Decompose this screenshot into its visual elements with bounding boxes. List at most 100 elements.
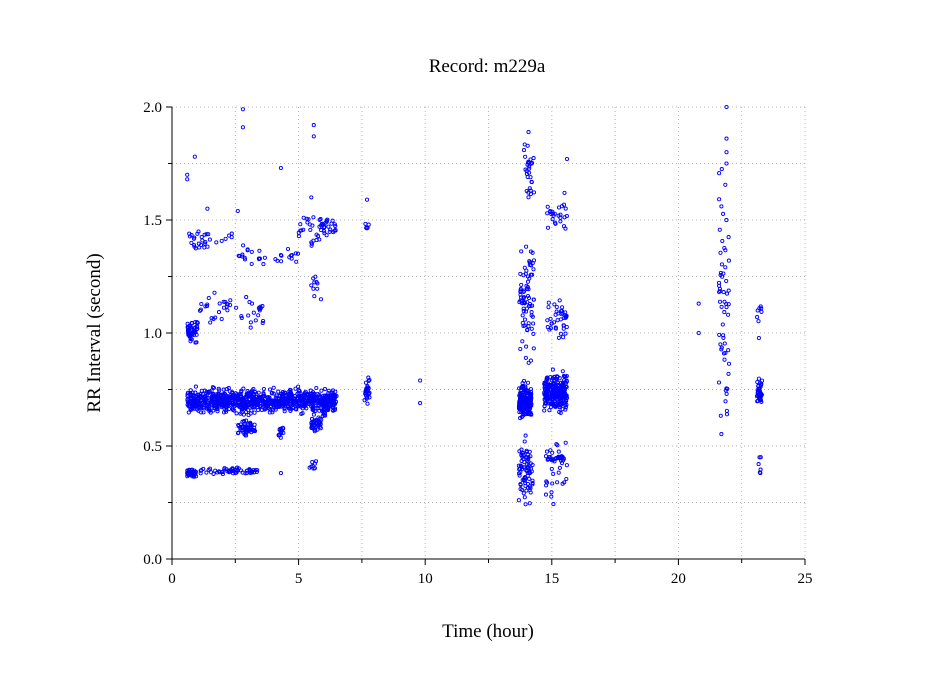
data-point — [559, 461, 565, 466]
data-point — [542, 390, 547, 395]
data-point — [261, 391, 266, 396]
data-point — [363, 391, 368, 396]
data-point — [195, 320, 200, 325]
data-point — [529, 326, 534, 331]
data-point — [758, 394, 763, 399]
data-point — [759, 378, 765, 383]
data-point — [726, 258, 731, 263]
data-point — [527, 166, 532, 171]
data-point — [418, 401, 423, 406]
data-point — [316, 233, 321, 239]
x-tick-label: 5 — [295, 571, 303, 587]
data-point — [530, 160, 535, 166]
data-point — [520, 450, 526, 455]
data-point — [321, 406, 327, 411]
data-point — [526, 463, 531, 468]
data-point — [564, 324, 569, 330]
data-point — [310, 396, 315, 401]
data-point — [193, 246, 198, 251]
data-point — [230, 466, 235, 471]
data-point — [696, 301, 701, 306]
data-point — [521, 384, 526, 389]
data-point — [194, 403, 200, 408]
data-point — [548, 448, 553, 453]
data-point — [202, 245, 207, 250]
data-point — [724, 136, 729, 141]
data-point — [720, 274, 725, 279]
data-point — [525, 293, 531, 299]
data-point — [193, 325, 198, 330]
data-point — [251, 386, 256, 392]
data-point — [261, 262, 266, 267]
data-point — [523, 502, 528, 507]
data-point — [516, 498, 521, 503]
data-point — [208, 320, 213, 325]
data-point — [556, 449, 561, 454]
data-point — [526, 465, 531, 470]
data-point — [205, 244, 210, 249]
data-point — [324, 218, 329, 223]
data-point — [188, 392, 193, 397]
data-point — [204, 304, 210, 309]
data-point — [520, 298, 525, 303]
data-point — [234, 397, 239, 402]
data-point — [204, 470, 209, 475]
data-point — [234, 402, 239, 408]
data-point — [262, 255, 267, 260]
data-point — [185, 172, 190, 177]
data-point — [215, 470, 220, 475]
data-point — [315, 286, 320, 291]
data-point — [248, 320, 253, 325]
data-point — [241, 386, 246, 391]
data-point — [199, 468, 204, 473]
data-point — [520, 487, 525, 492]
data-point — [304, 406, 309, 411]
data-point — [311, 276, 316, 281]
data-point — [257, 257, 262, 262]
data-point — [718, 413, 723, 418]
data-point — [523, 309, 529, 314]
data-point — [252, 410, 257, 415]
data-point — [717, 197, 722, 202]
data-point — [223, 299, 228, 305]
data-point — [550, 481, 555, 486]
data-point — [561, 202, 567, 207]
data-point — [188, 388, 193, 393]
data-point — [230, 391, 235, 396]
data-point — [528, 191, 533, 197]
data-point — [549, 466, 554, 471]
data-point — [555, 480, 560, 485]
data-point — [200, 405, 205, 411]
data-point — [277, 393, 282, 398]
data-point — [226, 407, 232, 412]
data-point — [718, 270, 723, 275]
data-point — [235, 208, 240, 214]
data-point — [207, 466, 213, 471]
data-point — [253, 467, 258, 473]
data-point — [560, 384, 566, 389]
data-point — [719, 204, 724, 209]
data-point — [230, 471, 236, 476]
data-point — [204, 232, 209, 237]
data-point — [366, 375, 371, 380]
data-point — [524, 244, 529, 249]
data-point — [309, 425, 314, 431]
data-point — [185, 177, 190, 182]
data-point — [524, 397, 529, 402]
data-point — [551, 382, 556, 387]
data-point — [526, 324, 531, 329]
data-point — [205, 302, 210, 307]
data-point — [718, 342, 723, 347]
data-point — [249, 261, 254, 267]
data-point — [268, 407, 273, 412]
data-point — [561, 385, 567, 390]
data-point — [193, 390, 198, 395]
data-point — [252, 422, 257, 427]
data-point — [558, 401, 563, 406]
data-point — [721, 333, 726, 338]
data-point — [525, 328, 530, 333]
data-point — [270, 410, 275, 415]
data-point — [564, 395, 569, 400]
data-point — [523, 271, 528, 276]
data-point — [290, 405, 296, 410]
